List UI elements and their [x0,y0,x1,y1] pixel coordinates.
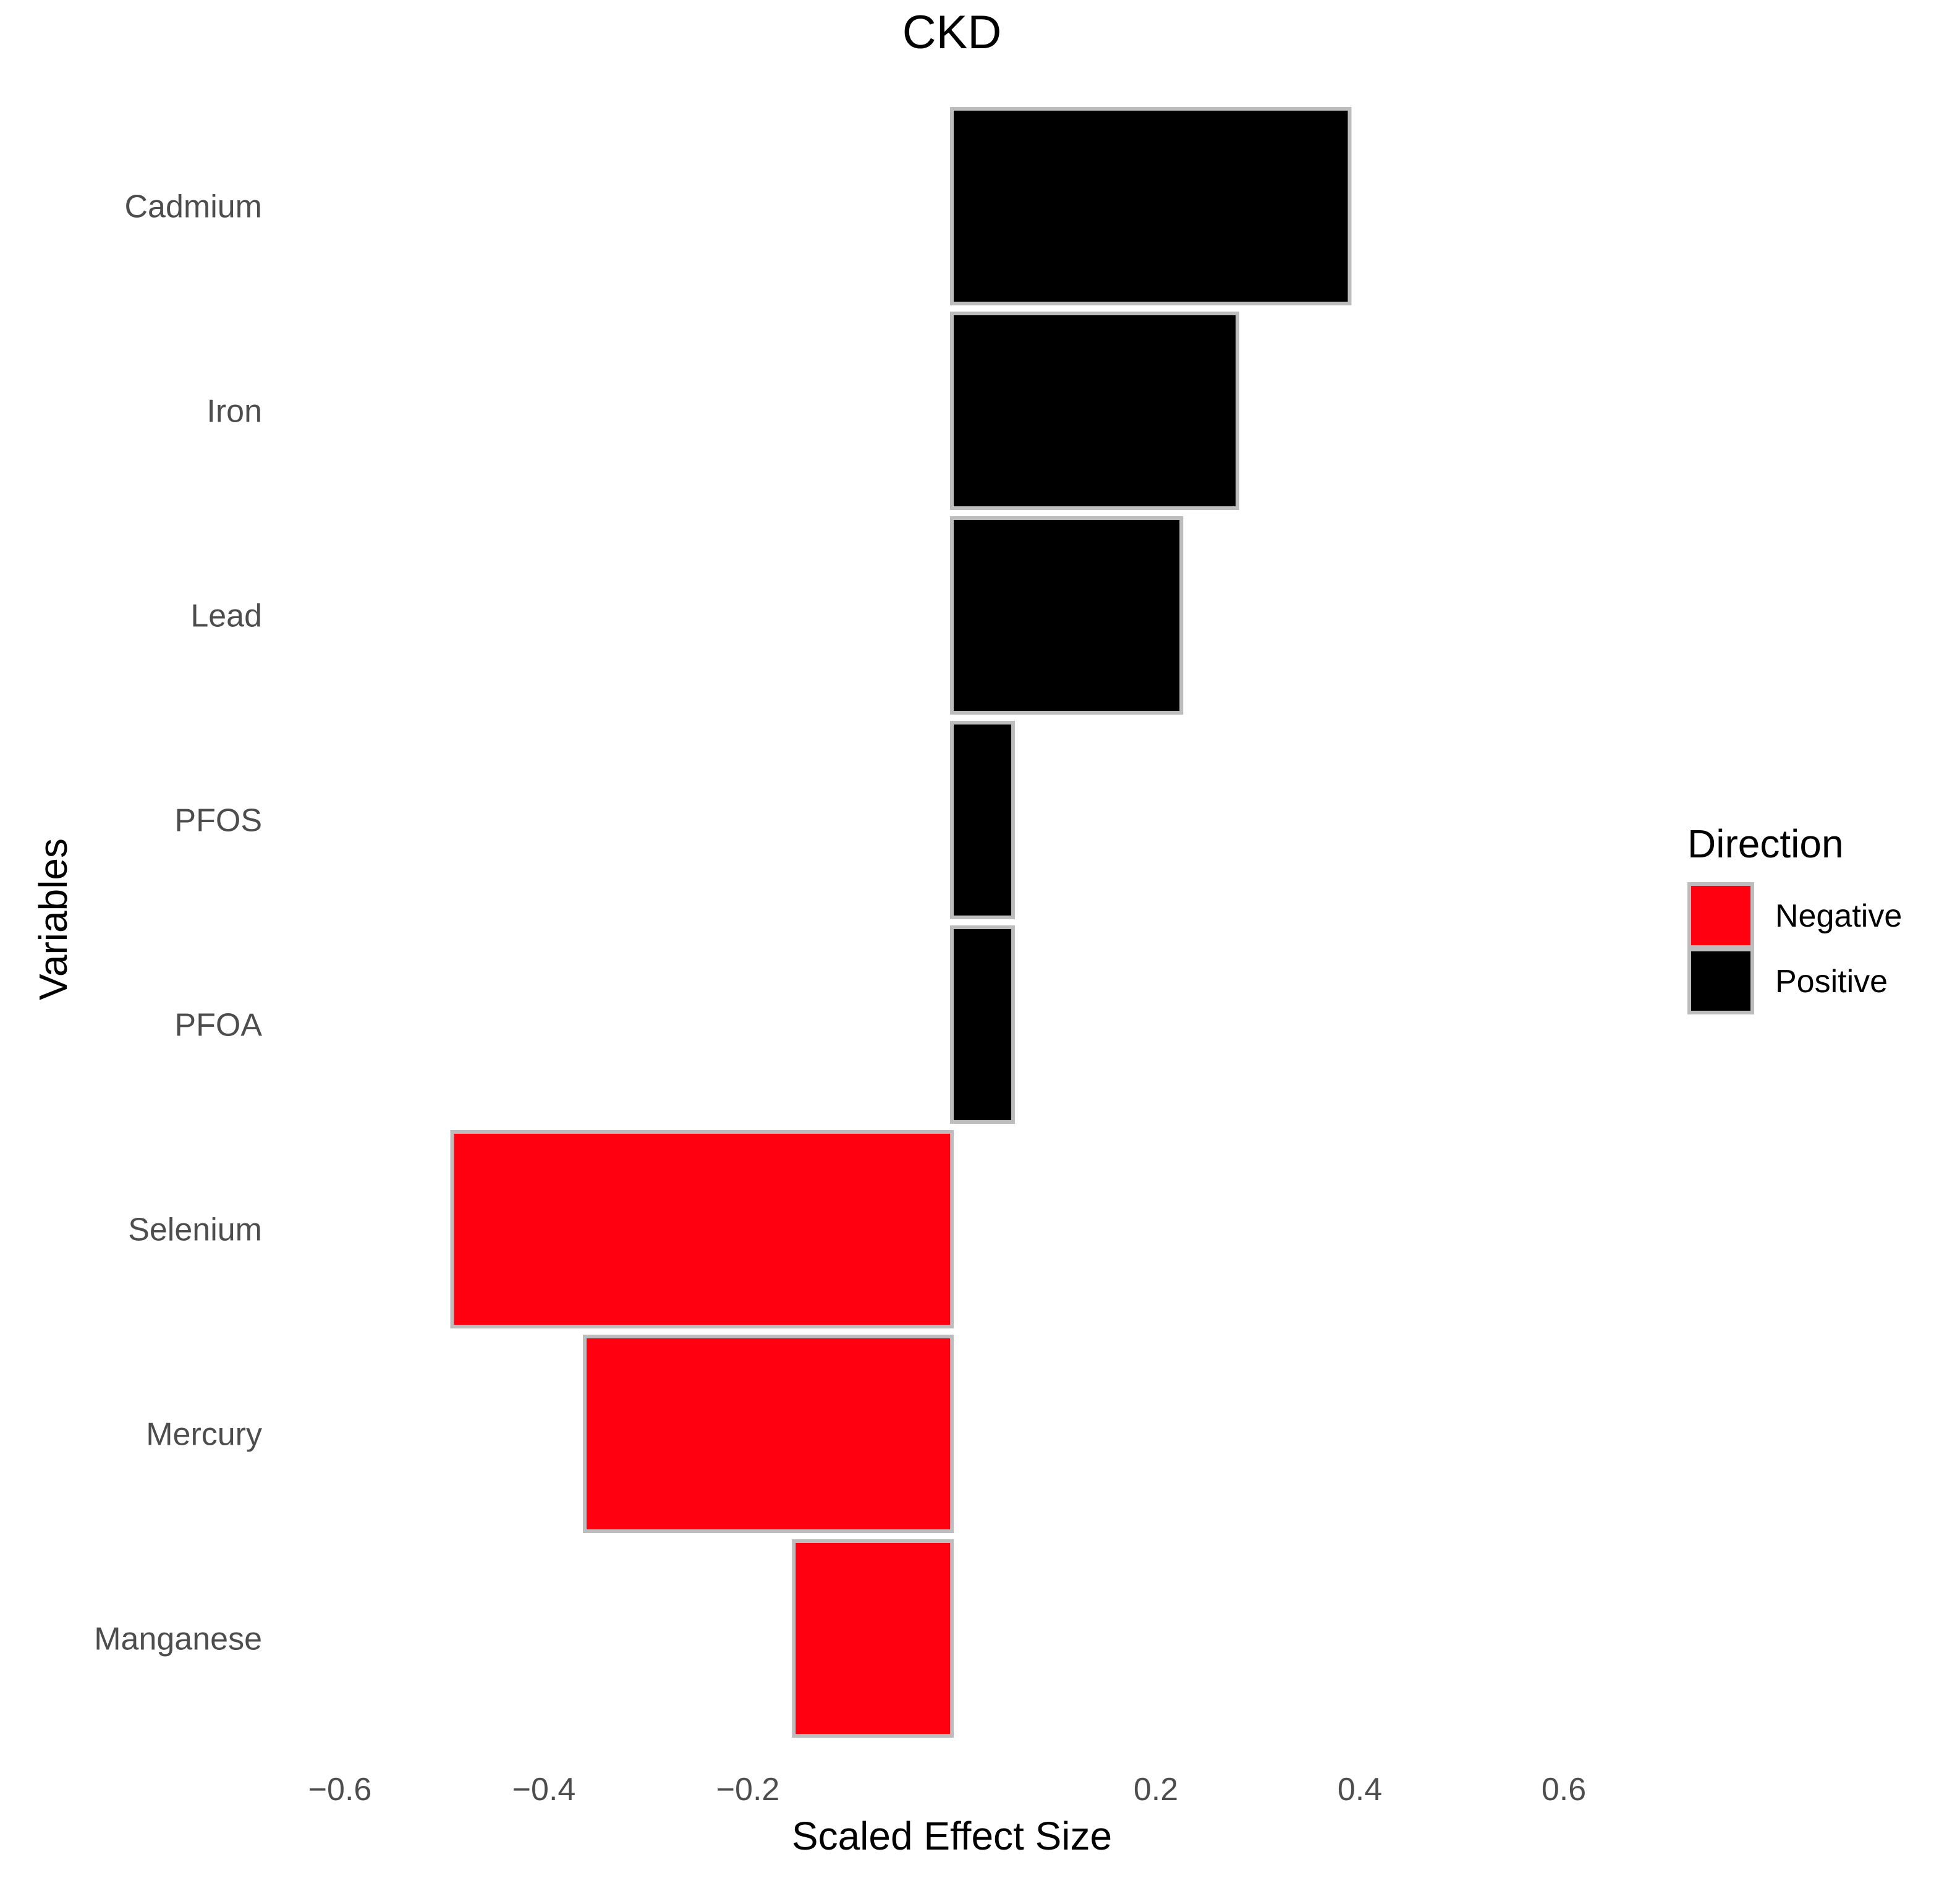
x-tick-label: −0.6 [308,1772,372,1808]
bar-iron [950,312,1239,510]
y-axis-title: Variables [31,838,75,1000]
x-tick-labels: −0.6 −0.4 −0.2 0.2 0.4 0.6 [308,1772,1586,1808]
legend-entries: Negative Positive [1687,882,1902,1014]
y-tick-label-selenium: Selenium [128,1212,262,1248]
bar-selenium [450,1130,954,1328]
y-tick-label-cadmium: Cadmium [125,189,263,225]
x-tick-label: −0.4 [512,1772,576,1808]
legend-label-negative: Negative [1775,898,1902,934]
x-tick-label: 0.6 [1542,1772,1586,1808]
bars-layer [450,107,1352,1738]
bar-manganese [792,1539,954,1738]
legend-label-positive: Positive [1775,964,1888,1000]
y-tick-label-mercury: Mercury [146,1417,262,1453]
bar-lead [950,516,1184,715]
y-tick-label-pfoa: PFOA [174,1008,262,1043]
x-axis-title: Scaled Effect Size [792,1814,1112,1858]
x-tick-label: −0.2 [716,1772,780,1808]
legend: Direction Negative Positive [1687,822,1902,1014]
chart-title: CKD [902,6,1001,59]
legend-title: Direction [1687,822,1844,866]
y-tick-label-iron: Iron [206,394,262,430]
bar-pfos [950,721,1015,919]
legend-swatch-negative [1687,882,1754,949]
x-tick-label: 0.2 [1134,1772,1178,1808]
y-tick-label-pfos: PFOS [174,803,262,839]
bar-pfoa [950,925,1015,1124]
bar-mercury [583,1335,954,1533]
x-tick-label: 0.4 [1338,1772,1382,1808]
y-tick-labels: Cadmium Iron Lead PFOS PFOA Selenium Mercury Ma… [94,189,262,1657]
bar-cadmium [950,107,1352,305]
legend-swatch-positive [1687,948,1754,1014]
y-tick-label-lead: Lead [190,598,262,634]
y-tick-label-manganese: Manganese [94,1621,262,1657]
